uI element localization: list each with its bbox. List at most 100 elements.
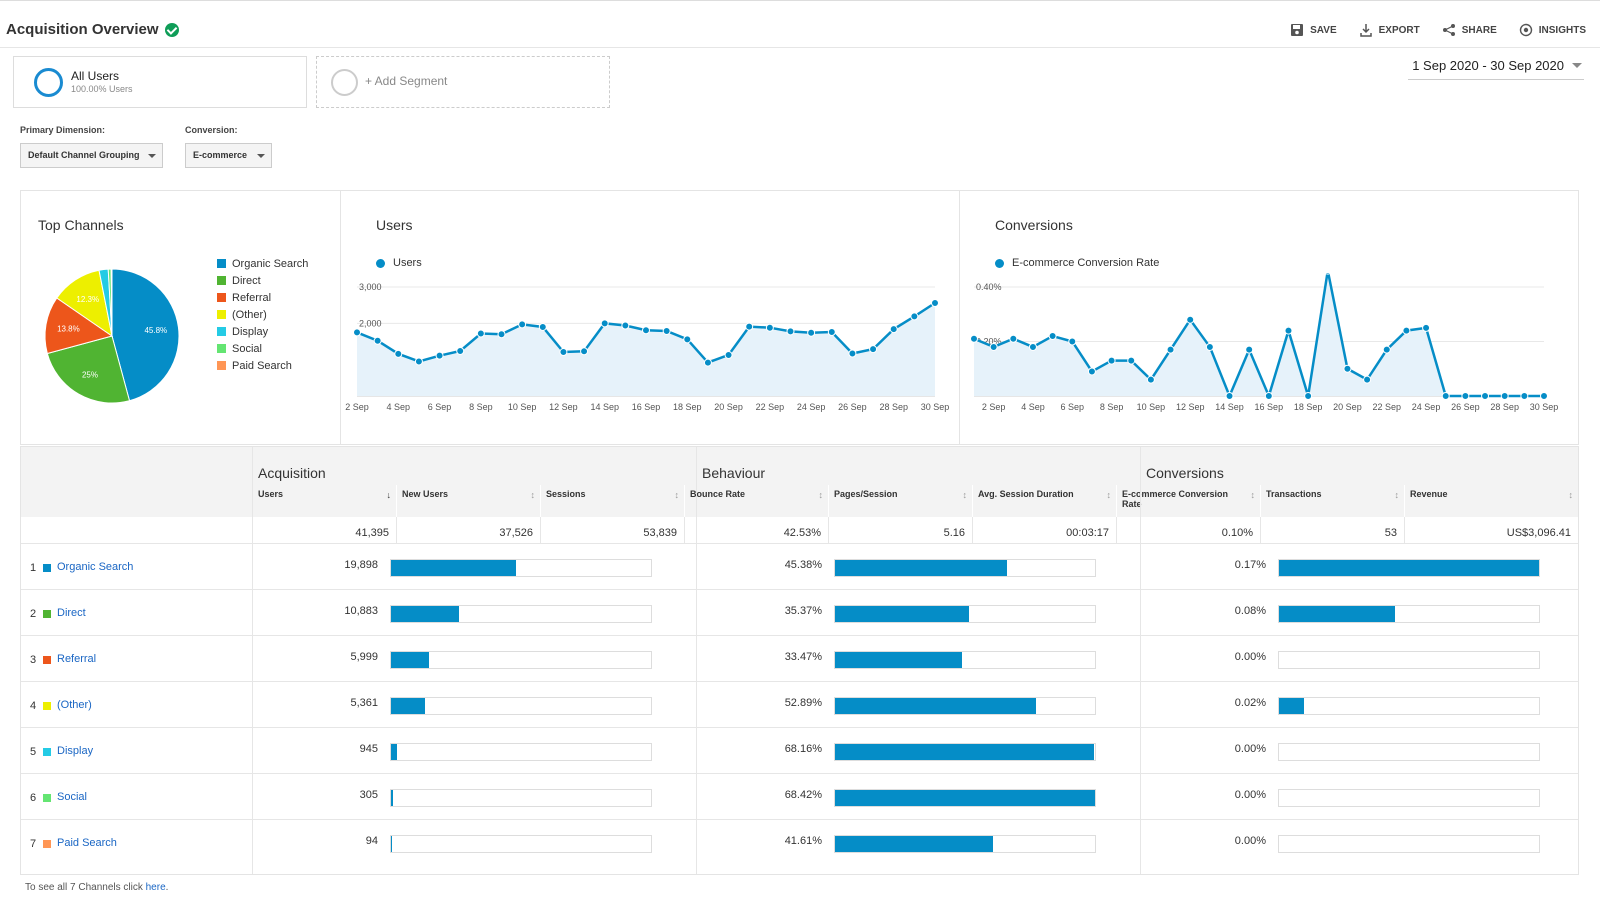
- data-point[interactable]: [559, 348, 568, 357]
- data-point[interactable]: [1343, 364, 1352, 373]
- data-point[interactable]: [889, 325, 898, 334]
- channel-link[interactable]: Display: [57, 745, 94, 757]
- date-range-picker[interactable]: 1 Sep 2020 - 30 Sep 2020: [1408, 58, 1584, 80]
- data-point[interactable]: [414, 357, 423, 366]
- data-point[interactable]: [827, 328, 836, 337]
- column-header[interactable]: Revenue ↕: [1404, 485, 1578, 517]
- data-point[interactable]: [662, 326, 671, 335]
- share-button[interactable]: SHARE: [1442, 23, 1497, 37]
- data-point[interactable]: [931, 298, 939, 307]
- data-point[interactable]: [989, 342, 998, 351]
- data-point[interactable]: [1205, 342, 1214, 351]
- data-point[interactable]: [848, 349, 857, 358]
- data-point[interactable]: [1304, 392, 1313, 400]
- sort-icon[interactable]: ↕: [1250, 490, 1256, 500]
- data-point[interactable]: [807, 328, 816, 337]
- data-point[interactable]: [683, 335, 692, 344]
- data-point[interactable]: [970, 334, 978, 343]
- sort-icon[interactable]: ↕: [530, 490, 536, 500]
- data-point[interactable]: [600, 319, 609, 328]
- data-point[interactable]: [1363, 375, 1372, 384]
- data-point[interactable]: [1087, 367, 1096, 376]
- primary-dimension-dropdown[interactable]: Default Channel Grouping: [20, 143, 163, 168]
- pie-slice-0[interactable]: [111, 268, 180, 402]
- sort-icon[interactable]: ↕: [818, 490, 824, 500]
- data-point[interactable]: [1402, 326, 1411, 335]
- data-point[interactable]: [1422, 323, 1431, 332]
- data-point[interactable]: [703, 358, 712, 367]
- column-header[interactable]: Transactions ↕: [1260, 485, 1404, 517]
- sort-icon[interactable]: ↕: [962, 490, 968, 500]
- sort-icon[interactable]: ↕: [1568, 490, 1574, 500]
- data-point[interactable]: [1520, 392, 1529, 400]
- data-point[interactable]: [1382, 345, 1391, 354]
- pie-slice-1[interactable]: [46, 335, 131, 404]
- legend-item[interactable]: (Other): [217, 306, 308, 323]
- sort-icon[interactable]: ↕: [674, 490, 680, 500]
- save-button[interactable]: SAVE: [1290, 23, 1337, 37]
- data-point[interactable]: [1441, 392, 1450, 400]
- data-point[interactable]: [1264, 392, 1273, 400]
- data-point[interactable]: [1245, 345, 1254, 354]
- channel-link[interactable]: Social: [57, 791, 87, 803]
- sort-icon[interactable]: ↕: [1106, 490, 1112, 500]
- channel-link[interactable]: Organic Search: [57, 561, 134, 573]
- data-point[interactable]: [1166, 345, 1175, 354]
- data-point[interactable]: [373, 336, 382, 345]
- column-header[interactable]: Sessions ↕: [540, 485, 684, 517]
- pie-slice-6[interactable]: [110, 268, 113, 337]
- data-point[interactable]: [765, 323, 774, 332]
- legend-item[interactable]: Display: [217, 323, 308, 340]
- channel-link[interactable]: Referral: [57, 653, 97, 665]
- data-point[interactable]: [1146, 375, 1155, 384]
- export-button[interactable]: EXPORT: [1359, 23, 1420, 37]
- data-point[interactable]: [1186, 315, 1195, 324]
- legend-item[interactable]: Social: [217, 340, 308, 357]
- data-point[interactable]: [786, 327, 795, 336]
- channel-link[interactable]: (Other): [57, 699, 92, 711]
- data-point[interactable]: [518, 320, 527, 329]
- data-point[interactable]: [724, 350, 733, 359]
- data-point[interactable]: [538, 322, 547, 331]
- data-point[interactable]: [456, 346, 465, 355]
- column-header[interactable]: Users ↓: [252, 485, 396, 517]
- data-point[interactable]: [1540, 392, 1548, 400]
- data-point[interactable]: [1500, 392, 1509, 400]
- data-point[interactable]: [476, 329, 485, 338]
- channel-link[interactable]: Paid Search: [57, 837, 117, 849]
- channel-link[interactable]: Direct: [57, 607, 86, 619]
- insights-button[interactable]: INSIGHTS: [1519, 23, 1586, 37]
- data-point[interactable]: [580, 347, 589, 356]
- add-segment-button[interactable]: + Add Segment: [316, 56, 610, 108]
- data-point[interactable]: [1461, 392, 1470, 400]
- data-point[interactable]: [1127, 356, 1136, 365]
- data-point[interactable]: [1009, 334, 1018, 343]
- data-point[interactable]: [621, 321, 630, 330]
- data-point[interactable]: [642, 326, 650, 335]
- column-header[interactable]: Avg. Session Duration ↕: [972, 485, 1116, 517]
- legend-item[interactable]: Organic Search: [217, 255, 308, 272]
- pie-slice-2[interactable]: [44, 297, 114, 355]
- legend-item[interactable]: Referral: [217, 289, 308, 306]
- data-point[interactable]: [1481, 392, 1490, 400]
- data-point[interactable]: [1048, 332, 1057, 341]
- data-point[interactable]: [1068, 337, 1077, 346]
- legend-item[interactable]: Direct: [217, 272, 308, 289]
- see-all-channels-link[interactable]: here: [145, 882, 166, 893]
- data-point[interactable]: [394, 349, 403, 358]
- data-point[interactable]: [435, 351, 444, 360]
- data-point[interactable]: [869, 345, 878, 354]
- column-header[interactable]: E-commerce Conversion Rate ↕: [1116, 485, 1260, 517]
- data-point[interactable]: [910, 312, 919, 321]
- sort-icon[interactable]: ↓: [386, 490, 392, 500]
- column-header[interactable]: New Users ↕: [396, 485, 540, 517]
- segment-all-users[interactable]: All Users 100.00% Users: [13, 56, 307, 108]
- data-point[interactable]: [1028, 342, 1037, 351]
- data-point[interactable]: [1225, 392, 1234, 400]
- data-point[interactable]: [353, 328, 361, 337]
- conversion-dropdown[interactable]: E-commerce: [185, 143, 272, 168]
- column-header[interactable]: Pages/Session ↕: [828, 485, 972, 517]
- data-point[interactable]: [1324, 273, 1332, 275]
- data-point[interactable]: [497, 330, 506, 339]
- data-point[interactable]: [1284, 326, 1293, 335]
